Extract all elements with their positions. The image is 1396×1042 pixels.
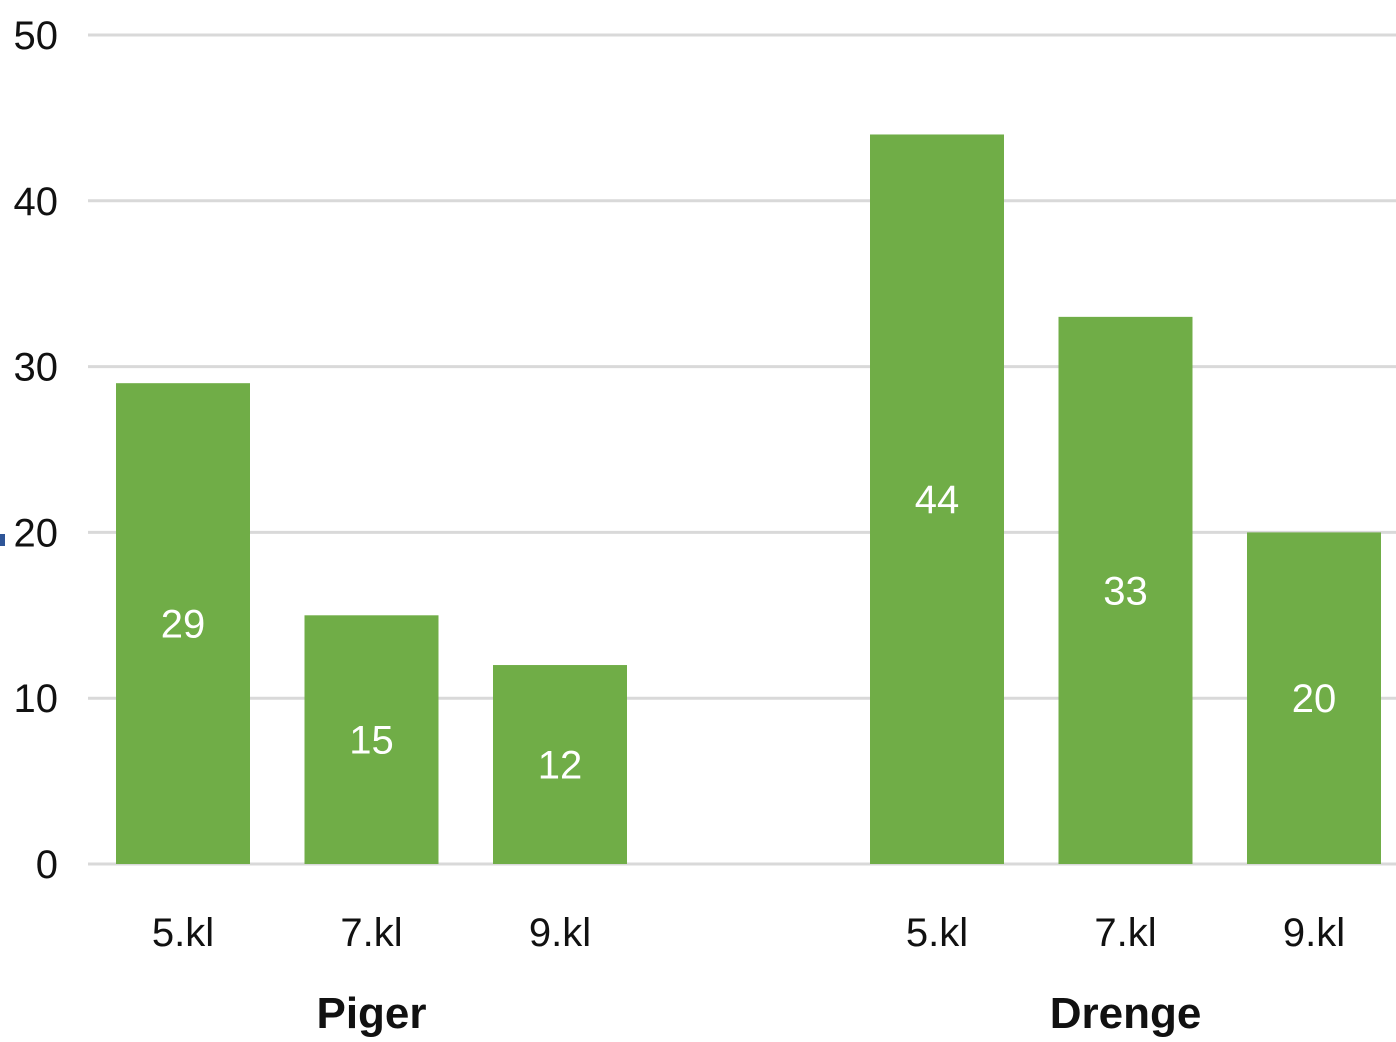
bar-value-label: 44 (915, 478, 960, 522)
y-tick-label: 50 (14, 14, 59, 58)
bar-value-label: 15 (349, 719, 394, 763)
category-label: 7.kl (1094, 911, 1156, 955)
bar-value-label: 29 (161, 603, 206, 647)
data-labels: 29 15 12 44 33 20 (161, 478, 1337, 787)
y-tick-label: 40 (14, 180, 59, 224)
category-label: 5.kl (152, 911, 214, 955)
y-tick-label: 20 (14, 511, 59, 555)
bar-value-label: 12 (538, 744, 583, 788)
group-labels: Piger Drenge (316, 989, 1201, 1038)
edge-accent-mark (0, 534, 5, 546)
bar-value-label: 20 (1292, 677, 1337, 721)
bar-piger-7kl (304, 615, 439, 864)
bar-piger-9kl (493, 665, 627, 864)
y-tick-label: 10 (14, 677, 59, 721)
group-label-piger: Piger (316, 989, 426, 1038)
category-labels: 5.kl 7.kl 9.kl 5.kl 7.kl 9.kl (152, 911, 1345, 955)
category-label: 9.kl (1283, 911, 1345, 955)
category-label: 7.kl (340, 911, 402, 955)
bar-drenge-7kl (1058, 316, 1193, 864)
bar-drenge-5kl (870, 134, 1004, 865)
bars (116, 134, 1381, 865)
gridlines (88, 33, 1396, 866)
y-tick-label: 0 (36, 843, 58, 887)
y-tick-label: 30 (14, 346, 59, 390)
y-axis-ticks: 0 10 20 30 40 50 (14, 14, 59, 887)
bar-drenge-9kl (1247, 532, 1381, 864)
group-label-drenge: Drenge (1050, 989, 1202, 1038)
bar-value-label: 33 (1103, 569, 1148, 613)
bar-piger-5kl (116, 383, 250, 864)
category-label: 9.kl (529, 911, 591, 955)
category-label: 5.kl (906, 911, 968, 955)
